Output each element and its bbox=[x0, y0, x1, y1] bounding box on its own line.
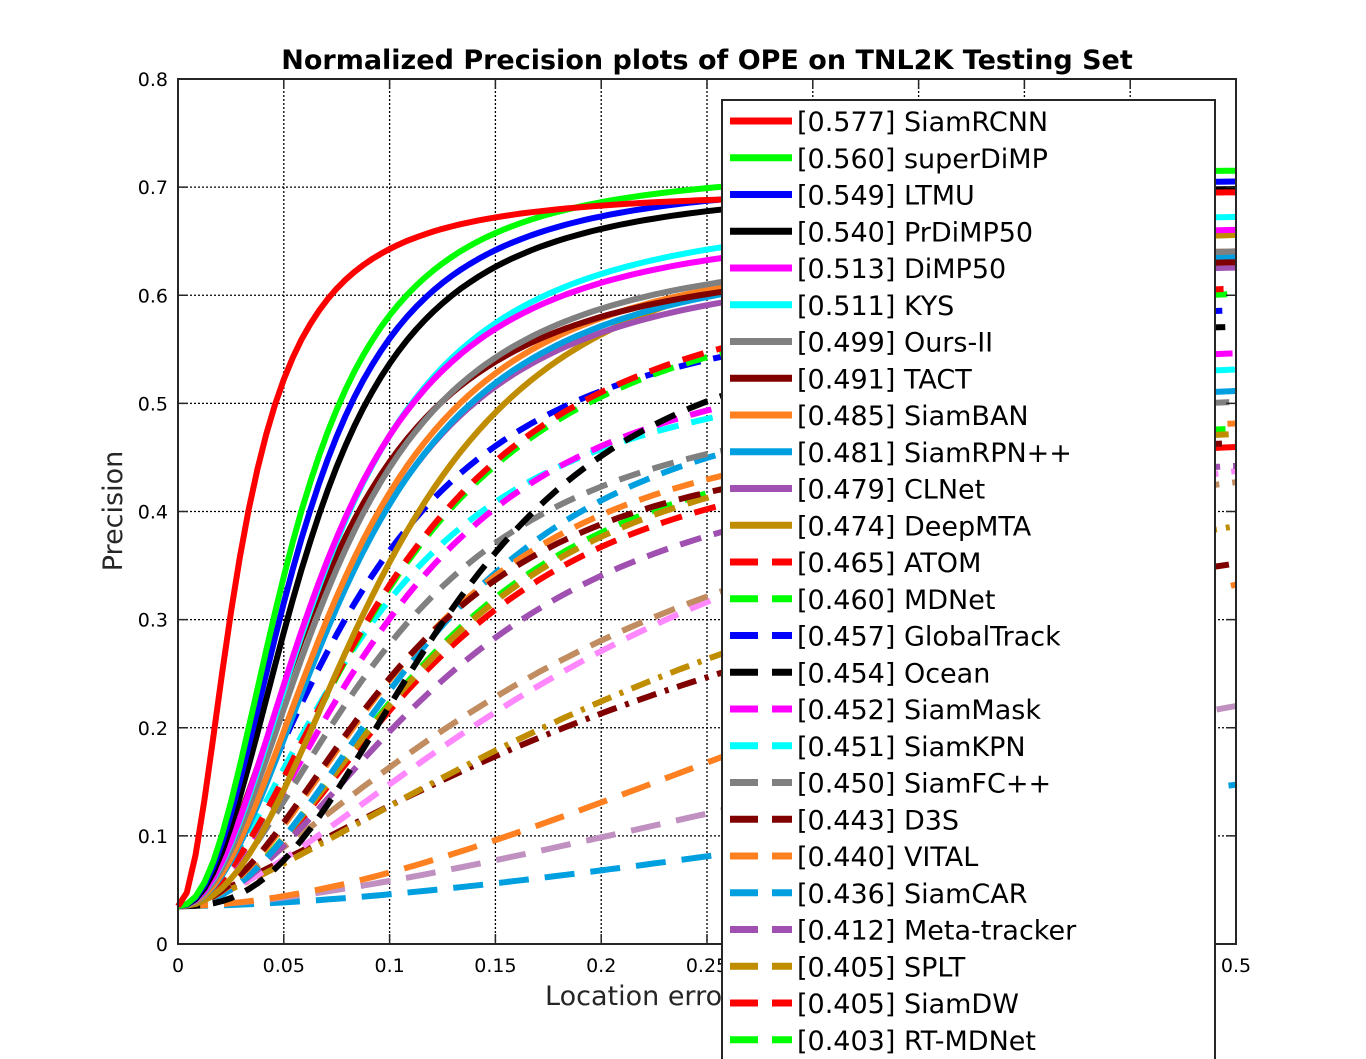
x-tick-label: 0 bbox=[172, 955, 184, 977]
legend-label: [0.405] SPLT bbox=[797, 952, 966, 983]
legend-label: [0.540] PrDiMP50 bbox=[797, 217, 1033, 248]
legend-label: [0.451] SiamKPN bbox=[797, 732, 1026, 763]
x-tick-label: 0.1 bbox=[374, 955, 404, 977]
y-tick-label: 0 bbox=[156, 934, 168, 956]
legend-label: [0.491] TACT bbox=[797, 364, 972, 395]
legend-label: [0.465] ATOM bbox=[797, 548, 981, 579]
legend-label: [0.560] superDiMP bbox=[797, 144, 1048, 175]
y-tick-label: 0.7 bbox=[138, 177, 168, 199]
legend-label: [0.499] Ours-II bbox=[797, 328, 993, 359]
legend-label: [0.479] CLNet bbox=[797, 475, 985, 506]
legend-label: [0.481] SiamRPN++ bbox=[797, 438, 1072, 469]
x-tick-label: 0.15 bbox=[474, 955, 516, 977]
y-tick-label: 0.2 bbox=[138, 718, 168, 740]
y-tick-label: 0.3 bbox=[138, 610, 168, 632]
y-tick-label: 0.4 bbox=[138, 502, 168, 524]
legend-label: [0.549] LTMU bbox=[797, 181, 975, 212]
legend-label: [0.412] Meta-tracker bbox=[797, 916, 1077, 947]
legend-label: [0.403] RT-MDNet bbox=[797, 1026, 1036, 1057]
legend-label: [0.513] DiMP50 bbox=[797, 254, 1006, 285]
chart-title: Normalized Precision plots of OPE on TNL… bbox=[281, 45, 1133, 76]
y-tick-label: 0.6 bbox=[138, 285, 168, 307]
legend-label: [0.405] SiamDW bbox=[797, 989, 1019, 1020]
legend-label: [0.460] MDNet bbox=[797, 585, 995, 616]
legend-label: [0.457] GlobalTrack bbox=[797, 622, 1061, 653]
y-tick-label: 0.1 bbox=[138, 826, 168, 848]
legend-label: [0.511] KYS bbox=[797, 291, 954, 322]
legend-label: [0.443] D3S bbox=[797, 805, 959, 836]
y-tick-label: 0.8 bbox=[138, 69, 168, 91]
y-axis-label: Precision bbox=[98, 451, 129, 571]
legend-label: [0.577] SiamRCNN bbox=[797, 107, 1048, 138]
legend-label: [0.452] SiamMask bbox=[797, 695, 1041, 726]
legend-label: [0.440] VITAL bbox=[797, 842, 978, 873]
legend-label: [0.454] Ocean bbox=[797, 658, 990, 689]
legend: [0.577] SiamRCNN [0.560] superDiMP [0.549]… bbox=[722, 100, 1215, 1059]
x-tick-label: 0.05 bbox=[263, 955, 305, 977]
legend-label: [0.474] DeepMTA bbox=[797, 511, 1032, 542]
x-tick-label: 0.5 bbox=[1221, 955, 1251, 977]
legend-label: [0.450] SiamFC++ bbox=[797, 769, 1051, 800]
y-tick-label: 0.5 bbox=[138, 393, 168, 415]
x-tick-label: 0.2 bbox=[586, 955, 616, 977]
legend-label: [0.485] SiamBAN bbox=[797, 401, 1029, 432]
legend-label: [0.436] SiamCAR bbox=[797, 879, 1028, 910]
